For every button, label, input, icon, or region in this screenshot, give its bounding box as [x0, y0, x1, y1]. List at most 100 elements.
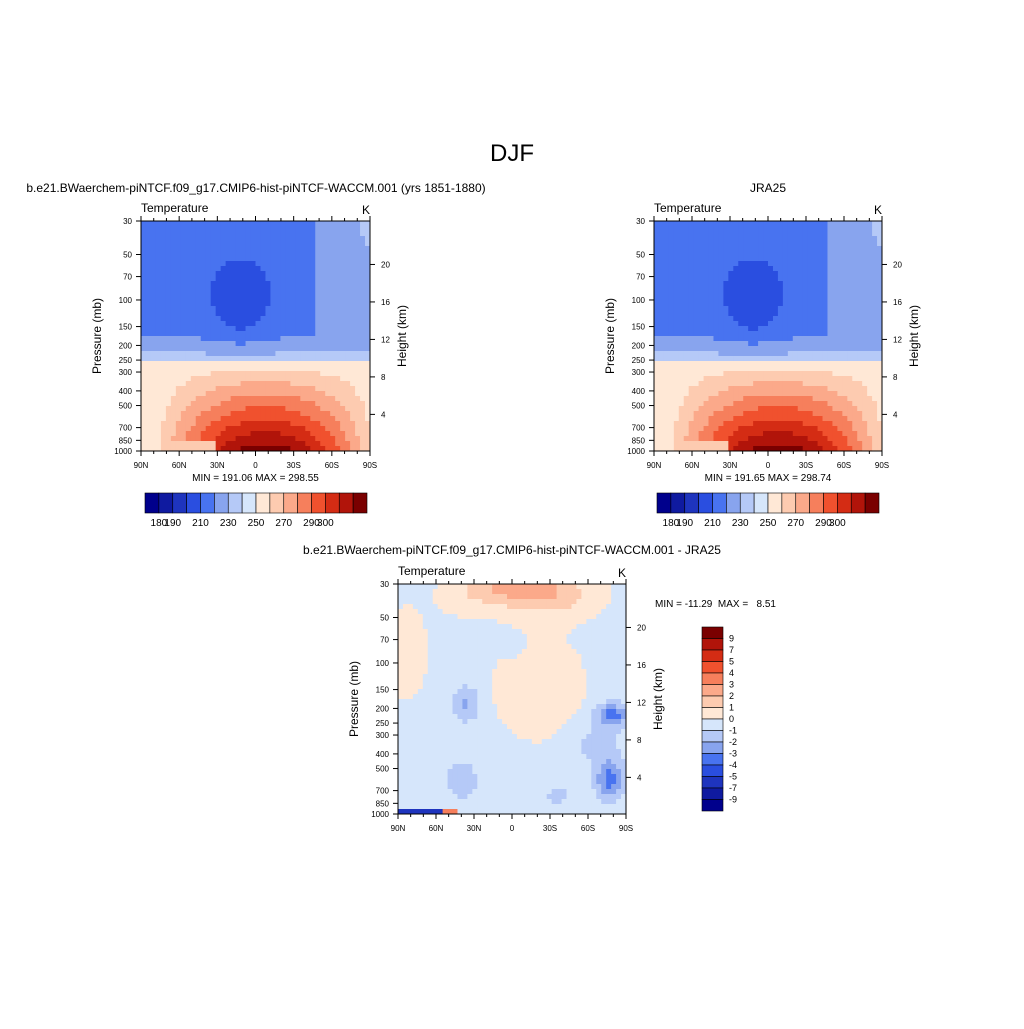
contour-cell [398, 634, 404, 640]
contour-cell [166, 291, 172, 297]
contour-cell [216, 356, 222, 362]
contour-cell [196, 291, 202, 297]
contour-cell [823, 246, 829, 252]
contour-cell [832, 341, 838, 347]
contour-cell [146, 336, 152, 342]
contour-cell [778, 331, 784, 337]
contour-cell [823, 236, 829, 242]
contour-cell [305, 396, 311, 402]
contour-cell [236, 361, 242, 367]
contour-cell [330, 371, 336, 377]
contour-cell [669, 436, 675, 442]
contour-cell [275, 441, 281, 447]
contour-cell [146, 356, 152, 362]
contour-cell [557, 599, 563, 605]
contour-cell [586, 604, 592, 610]
contour-cell [260, 326, 266, 332]
x-tick-label: 30N [723, 461, 738, 470]
contour-cell [778, 371, 784, 377]
contour-cell [862, 396, 868, 402]
contour-cell [713, 301, 719, 307]
contour-cell [181, 396, 187, 402]
contour-cell [433, 604, 439, 610]
contour-cell [837, 266, 843, 272]
contour-cell [226, 356, 232, 362]
contour-cell [798, 276, 804, 282]
contour-cell [231, 341, 237, 347]
contour-cell [659, 396, 665, 402]
contour-cell [679, 386, 685, 392]
contour-cell [611, 634, 617, 640]
contour-cell [694, 421, 700, 427]
contour-cell [783, 366, 789, 372]
contour-cell [161, 431, 167, 437]
contour-cell [738, 326, 744, 332]
contour-cell [246, 396, 252, 402]
contour-cell [788, 266, 794, 272]
contour-cell [748, 326, 754, 332]
contour-cell [176, 356, 182, 362]
contour-cell [241, 346, 247, 352]
contour-cell [201, 401, 207, 407]
contour-cell [300, 331, 306, 337]
contour-cell [748, 341, 754, 347]
contour-cell [497, 629, 503, 635]
contour-cell [285, 401, 291, 407]
contour-cell [191, 401, 197, 407]
contour-cell [176, 386, 182, 392]
contour-cell [837, 386, 843, 392]
contour-cell [206, 351, 212, 357]
contour-cell [763, 231, 769, 237]
contour-cell [733, 396, 739, 402]
contour-cell [827, 281, 833, 287]
contour-cell [743, 431, 749, 437]
contour-cell [216, 421, 222, 427]
contour-cell [295, 436, 301, 442]
contour-cell [355, 271, 361, 277]
y-tick-label: 400 [632, 387, 646, 396]
contour-cell [664, 286, 670, 292]
contour-cell [867, 366, 873, 372]
contour-cell [542, 614, 548, 620]
contour-cell [832, 346, 838, 352]
contour-cell [260, 246, 266, 252]
contour-cell [788, 306, 794, 312]
contour-cell [803, 356, 809, 362]
contour-cell [330, 241, 336, 247]
contour-cell [753, 426, 759, 432]
contour-cell [166, 226, 172, 232]
contour-cell [275, 226, 281, 232]
contour-cell [191, 231, 197, 237]
contour-cell [684, 261, 690, 267]
contour-cell [738, 366, 744, 372]
contour-cell [694, 331, 700, 337]
contour-cell [236, 406, 242, 412]
contour-cell [206, 316, 212, 322]
contour-cell [659, 391, 665, 397]
contour-cell [350, 301, 356, 307]
contour-cell [827, 391, 833, 397]
contour-cell [300, 391, 306, 397]
contour-cell [141, 296, 147, 302]
contour-cell [191, 266, 197, 272]
contour-cell [350, 376, 356, 382]
contour-cell [709, 236, 715, 242]
contour-cell [221, 271, 227, 277]
contour-cell [709, 371, 715, 377]
contour-cell [216, 256, 222, 262]
colorbar-swatch [754, 493, 768, 513]
contour-cell [664, 386, 670, 392]
contour-cell [161, 356, 167, 362]
contour-cell [201, 321, 207, 327]
contour-cell [862, 311, 868, 317]
contour-cell [345, 321, 351, 327]
contour-cell [557, 629, 563, 635]
contour-cell [146, 286, 152, 292]
contour-cell [837, 291, 843, 297]
contour-cell [295, 336, 301, 342]
contour-cell [718, 396, 724, 402]
contour-cell [320, 356, 326, 362]
contour-cell [606, 589, 612, 595]
contour-cell [270, 331, 276, 337]
contour-cell [231, 246, 237, 252]
